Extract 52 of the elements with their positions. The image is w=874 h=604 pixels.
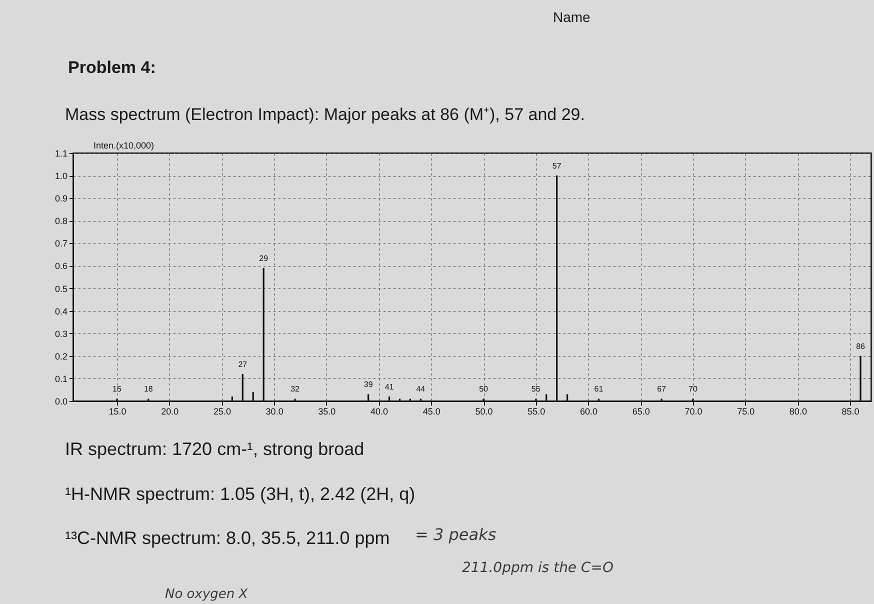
x-tick-label: 45.0 [422,406,440,416]
annotation: 29 [259,254,269,263]
y-tick-label: 0.9 [54,194,68,204]
y-tick-label: 0.8 [54,216,68,226]
annotation: 15 [112,384,122,394]
text: ¹H-NMR spectrum: 1.05 (3H, t), 2.42 (2H, q) [65,484,416,504]
annotation: 67 [657,384,667,394]
annotation: 27 [238,360,248,369]
x-tick-label: 20.0 [161,406,179,416]
x-tick-label: 35.0 [318,406,336,416]
text: ¹³C-NMR spectrum: 8.0, 35.5, 211.0 ppm [65,528,390,548]
x-tick-label: 75.0 [737,406,755,416]
x-tick-label: 80.0 [789,406,807,416]
x-tick-label: 70.0 [684,406,702,416]
x-tick-label: 60.0 [580,406,598,416]
text: Name [553,9,591,25]
x-tick-label: 40.0 [370,406,388,416]
annotation: 18 [144,384,154,394]
annotation: 39 [364,380,374,390]
annotation: 41 [384,382,394,392]
y-tick-label: 0.1 [54,374,68,384]
text: No oxygen X [165,587,249,602]
annotation: 70 [688,384,698,394]
y-tick-label: 0.5 [54,284,68,294]
y-tick-label: 1.0 [54,171,68,182]
text: = 3 peaks [415,525,496,544]
x-tick-label: 55.0 [528,406,546,416]
text: Problem 4: [68,58,156,77]
annotation: 86 [856,342,866,351]
text: IR spectrum: 1720 cm-¹, strong broad [65,439,364,459]
y-tick-label: 0.7 [54,238,68,249]
y-tick-label: 1.1 [54,148,68,158]
y-tick-label: 0.4 [54,306,68,316]
annotation: 32 [290,384,300,394]
y-tick-label: 0.0 [54,396,68,406]
y-tick-label: 0.3 [54,328,68,339]
x-tick-label: 65.0 [632,406,650,416]
annotation: 61 [594,384,604,394]
x-tick-label: 30.0 [266,406,284,416]
y-axis-title: Inten.(x10,000) [94,140,154,150]
x-tick-label: 25.0 [213,406,231,416]
x-tick-label: 50.0 [475,406,493,416]
annotation: 57 [552,162,562,171]
annotation: 55 [531,384,541,394]
x-tick-label: 15.0 [108,406,126,416]
annotation: 44 [416,384,426,394]
text: 211.0ppm is the C=O [462,560,614,576]
y-tick-label: 0.6 [54,261,68,272]
y-tick-label: 0.2 [54,351,68,362]
annotation: 50 [479,384,489,394]
chart-title: Mass spectrum (Electron Impact): Major peaks at 86 (M⁺), 57 and 29. [65,105,585,124]
x-tick-label: 85.0 [842,406,860,416]
